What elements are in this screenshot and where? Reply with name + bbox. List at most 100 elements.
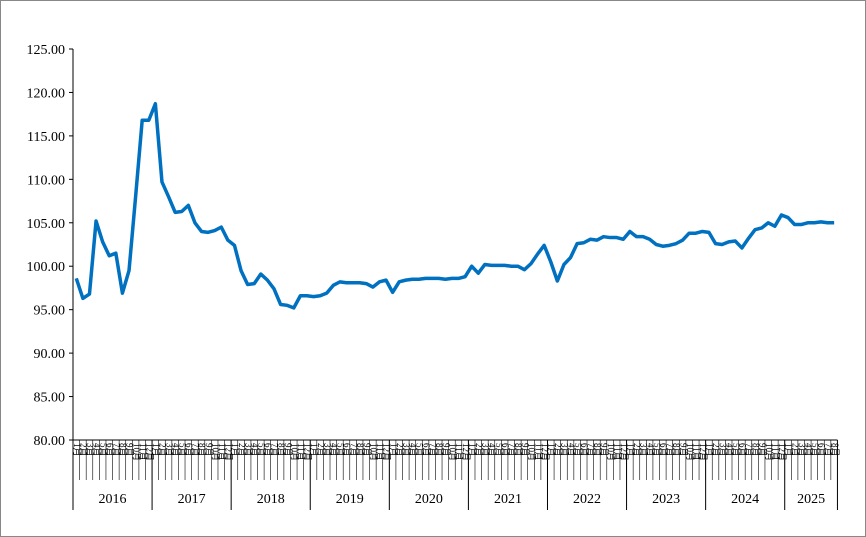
x-tick-label: 1月 xyxy=(388,443,398,457)
x-tick-label: 7月 xyxy=(665,443,675,457)
y-tick-label: 95.00 xyxy=(34,304,66,319)
x-tick-label: 7月 xyxy=(270,443,280,457)
x-tick-label: 6月 xyxy=(184,443,194,457)
x-tick-label: 4月 xyxy=(92,443,102,457)
x-tick-label: 10月 xyxy=(131,443,141,461)
x-tick-label: 11月 xyxy=(217,443,227,461)
x-tick-label: 12月 xyxy=(303,443,313,461)
y-tick-label: 85.00 xyxy=(34,391,66,406)
x-tick-label: 12月 xyxy=(224,443,234,461)
x-tick-label: 5月 xyxy=(257,443,267,457)
x-tick-label: 5月 xyxy=(177,443,187,457)
y-tick-label: 115.00 xyxy=(27,130,65,145)
x-tick-label: 3月 xyxy=(243,443,253,457)
x-tick-label: 12月 xyxy=(619,443,629,461)
x-tick-label: 7月 xyxy=(191,443,201,457)
y-tick-label: 120.00 xyxy=(27,86,66,101)
x-tick-label: 3月 xyxy=(85,443,95,457)
x-tick-label: 5月 xyxy=(336,443,346,457)
x-tick-label: 6月 xyxy=(342,443,352,457)
x-tick-label: 4月 xyxy=(803,443,813,457)
x-tick-label: 2月 xyxy=(553,443,563,457)
x-tick-label: 2月 xyxy=(316,443,326,457)
x-group-label: 2018 xyxy=(257,492,285,507)
x-tick-label: 2月 xyxy=(395,443,405,457)
x-tick-label: 9月 xyxy=(757,443,767,457)
x-tick-label: 12月 xyxy=(777,443,787,461)
x-tick-label: 7月 xyxy=(112,443,122,457)
x-tick-label: 4月 xyxy=(329,443,339,457)
x-tick-label: 3月 xyxy=(560,443,570,457)
x-tick-label: 2月 xyxy=(79,443,89,457)
x-tick-label: 9月 xyxy=(441,443,451,457)
y-tick-label: 100.00 xyxy=(27,260,66,275)
x-tick-label: 1月 xyxy=(230,443,240,457)
x-tick-label: 7月 xyxy=(428,443,438,457)
x-group-label: 2025 xyxy=(797,492,825,507)
x-tick-label: 8月 xyxy=(434,443,444,457)
x-tick-label: 6月 xyxy=(738,443,748,457)
x-tick-label: 9月 xyxy=(283,443,293,457)
x-tick-label: 7月 xyxy=(349,443,359,457)
x-group-label: 2024 xyxy=(731,492,759,507)
x-tick-label: 7月 xyxy=(823,443,833,457)
x-tick-label: 8月 xyxy=(118,443,128,457)
x-tick-label: 4月 xyxy=(645,443,655,457)
x-tick-label: 2月 xyxy=(632,443,642,457)
x-tick-label: 8月 xyxy=(751,443,761,457)
x-tick-label: 2月 xyxy=(237,443,247,457)
x-tick-label: 6月 xyxy=(579,443,589,457)
x-tick-label: 12月 xyxy=(144,443,154,461)
x-tick-label: 10月 xyxy=(764,443,774,461)
x-tick-label: 5月 xyxy=(415,443,425,457)
x-tick-label: 2月 xyxy=(474,443,484,457)
x-tick-label: 1月 xyxy=(705,443,715,457)
x-group-label: 2022 xyxy=(573,492,601,507)
x-tick-label: 11月 xyxy=(771,443,781,461)
y-tick-label: 105.00 xyxy=(27,217,66,232)
x-tick-label: 3月 xyxy=(322,443,332,457)
x-tick-label: 6月 xyxy=(421,443,431,457)
x-tick-label: 9月 xyxy=(678,443,688,457)
x-tick-label: 9月 xyxy=(125,443,135,457)
x-tick-label: 12月 xyxy=(382,443,392,461)
x-tick-label: 6月 xyxy=(500,443,510,457)
x-tick-label: 7月 xyxy=(507,443,517,457)
y-tick-label: 125.00 xyxy=(27,43,66,58)
x-group-label: 2019 xyxy=(336,492,364,507)
x-tick-label: 6月 xyxy=(817,443,827,457)
x-tick-label: 5月 xyxy=(652,443,662,457)
x-group-label: 2021 xyxy=(494,492,522,507)
x-tick-label: 5月 xyxy=(573,443,583,457)
x-tick-label: 5月 xyxy=(98,443,108,457)
x-tick-label: 3月 xyxy=(797,443,807,457)
x-group-label: 2016 xyxy=(99,492,127,507)
x-tick-label: 1月 xyxy=(546,443,556,457)
x-tick-label: 9月 xyxy=(599,443,609,457)
x-tick-label: 6月 xyxy=(105,443,115,457)
x-tick-label: 8月 xyxy=(355,443,365,457)
x-group-label: 2020 xyxy=(415,492,443,507)
x-tick-label: 9月 xyxy=(362,443,372,457)
x-group-label: 2017 xyxy=(178,492,206,507)
x-tick-label: 7月 xyxy=(744,443,754,457)
y-tick-label: 90.00 xyxy=(34,347,66,362)
x-tick-label: 6月 xyxy=(263,443,273,457)
y-tick-label: 110.00 xyxy=(27,173,65,188)
x-tick-label: 5月 xyxy=(494,443,504,457)
x-tick-label: 1月 xyxy=(467,443,477,457)
x-tick-label: 12月 xyxy=(698,443,708,461)
x-tick-label: 10月 xyxy=(685,443,695,461)
x-group-label: 2023 xyxy=(652,492,680,507)
x-tick-label: 7月 xyxy=(586,443,596,457)
x-tick-label: 8月 xyxy=(514,443,524,457)
x-tick-label: 9月 xyxy=(204,443,214,457)
x-tick-label: 2月 xyxy=(158,443,168,457)
x-tick-label: 10月 xyxy=(289,443,299,461)
x-tick-label: 5月 xyxy=(810,443,820,457)
x-tick-label: 10月 xyxy=(606,443,616,461)
x-tick-label: 3月 xyxy=(481,443,491,457)
x-tick-label: 5月 xyxy=(731,443,741,457)
